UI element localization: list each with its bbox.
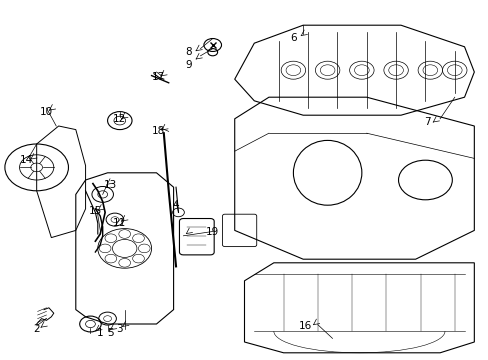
Text: 19: 19 bbox=[205, 227, 219, 237]
Text: 10: 10 bbox=[40, 107, 53, 117]
Text: 4: 4 bbox=[172, 200, 179, 210]
Text: 12: 12 bbox=[113, 114, 126, 124]
Text: 5: 5 bbox=[106, 328, 113, 338]
Text: 3: 3 bbox=[116, 324, 123, 334]
Text: 1: 1 bbox=[97, 328, 103, 338]
Text: 17: 17 bbox=[152, 72, 165, 82]
Text: 7: 7 bbox=[424, 117, 430, 127]
Text: 14: 14 bbox=[20, 155, 34, 165]
Text: 2: 2 bbox=[33, 324, 40, 334]
Text: 15: 15 bbox=[88, 206, 102, 216]
Text: 11: 11 bbox=[113, 218, 126, 228]
Text: 9: 9 bbox=[184, 60, 191, 70]
Text: 13: 13 bbox=[103, 180, 117, 190]
Text: 6: 6 bbox=[289, 33, 296, 43]
Text: 16: 16 bbox=[298, 321, 312, 331]
Text: 18: 18 bbox=[152, 126, 165, 136]
Text: 8: 8 bbox=[184, 47, 191, 57]
